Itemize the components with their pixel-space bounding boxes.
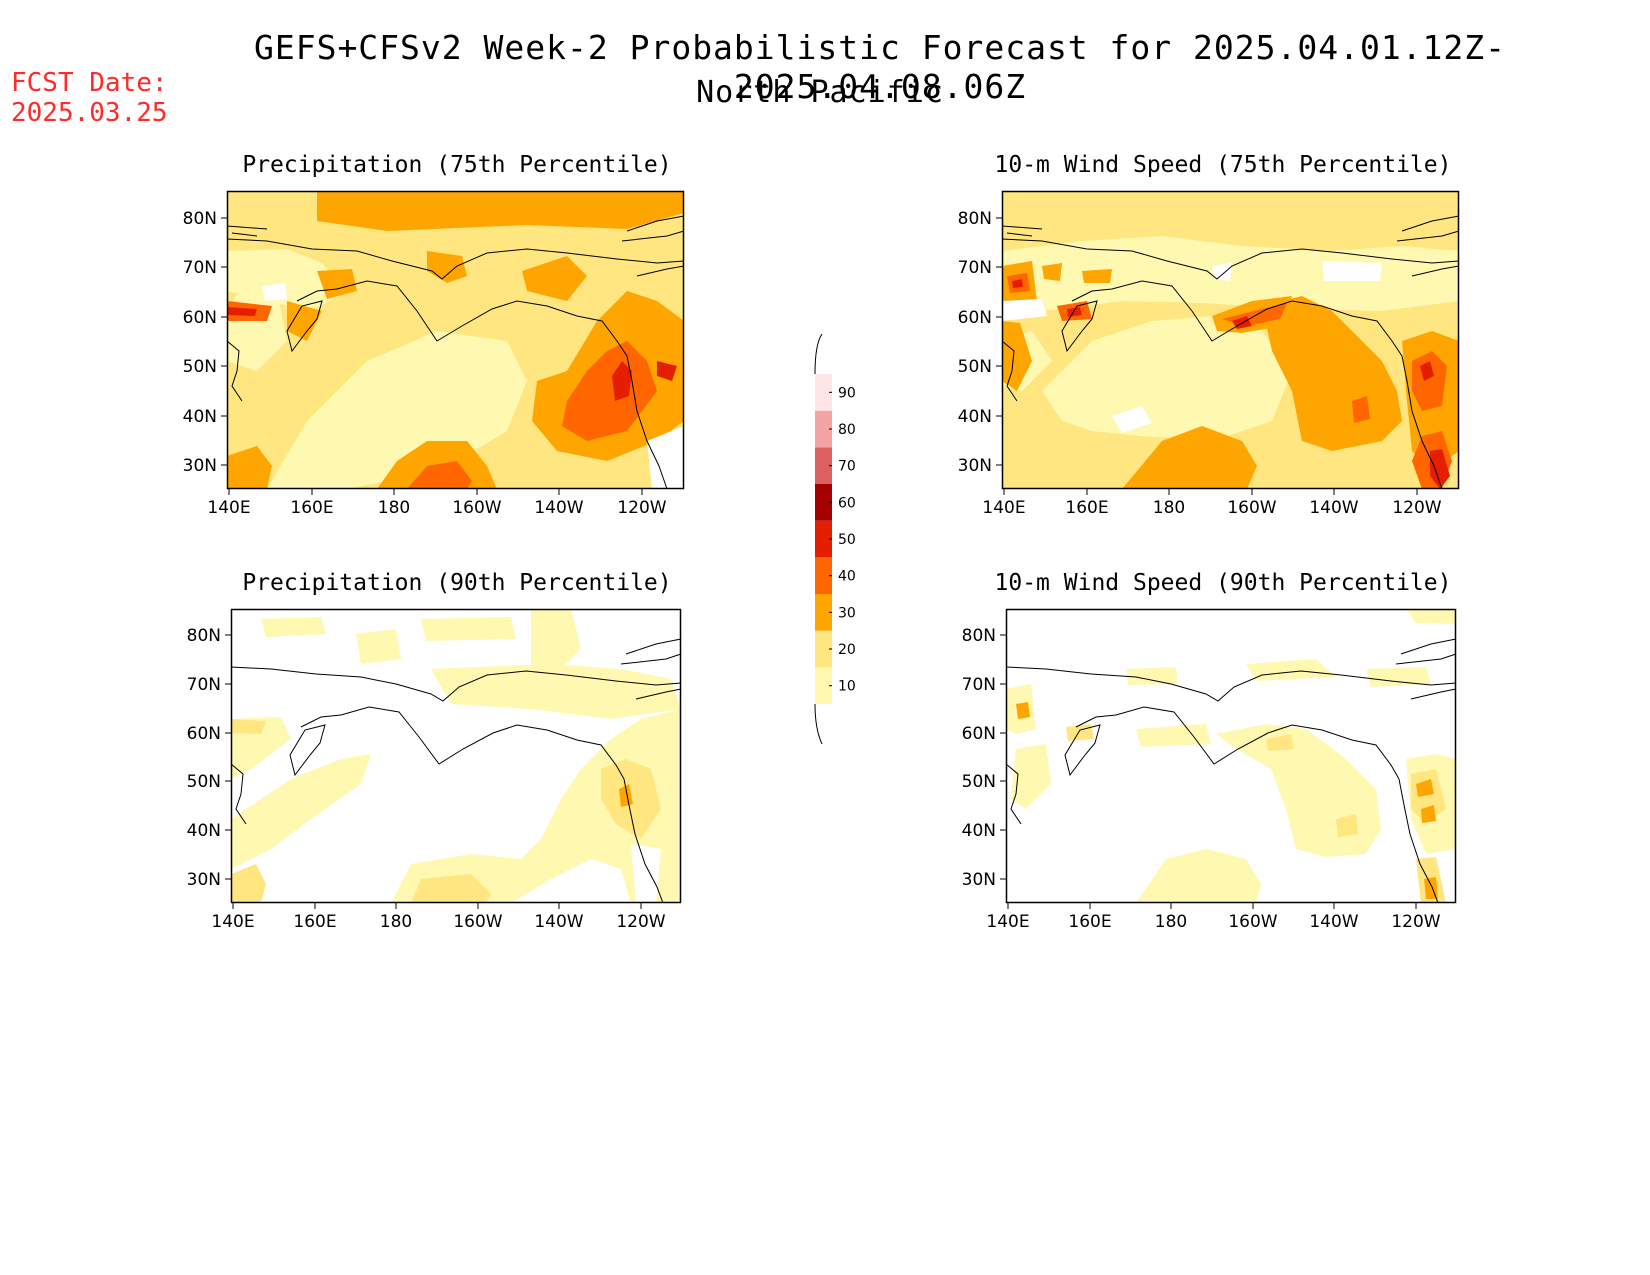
lon-label: 160W bbox=[1228, 912, 1277, 932]
lat-label: 70N bbox=[958, 258, 992, 278]
colorbar-box bbox=[815, 667, 832, 704]
lon-label: 180 bbox=[1153, 498, 1185, 518]
map-frame bbox=[1001, 190, 1460, 490]
region-subtitle: North Pacific bbox=[696, 75, 944, 110]
lat-label: 50N bbox=[958, 357, 992, 377]
colorbar-label: 30 bbox=[838, 605, 856, 621]
colorbar-label: 70 bbox=[838, 459, 856, 475]
fcst-date-value: 2025.03.25 bbox=[11, 98, 168, 128]
lat-label: 50N bbox=[183, 357, 217, 377]
lon-label: 160W bbox=[1227, 498, 1276, 518]
lon-label: 160E bbox=[290, 498, 333, 518]
lon-axis: 140E 160E 180 160W 140W 120W bbox=[207, 489, 667, 518]
lon-label: 140W bbox=[1309, 912, 1358, 932]
colorbar-top-cap bbox=[814, 333, 823, 375]
map-frame bbox=[1005, 608, 1457, 904]
lon-label: 140W bbox=[534, 912, 583, 932]
lon-label: 140W bbox=[1309, 498, 1358, 518]
map-precip90: 80N 70N 60N 50N 40N 30N 140E 160E 180 16… bbox=[187, 608, 682, 932]
lon-label: 120W bbox=[1391, 912, 1440, 932]
lon-label: 160E bbox=[293, 912, 336, 932]
lat-label: 50N bbox=[962, 772, 996, 792]
lat-label: 60N bbox=[183, 308, 217, 328]
lon-label: 140E bbox=[986, 912, 1029, 932]
colorbar-label: 60 bbox=[838, 495, 856, 511]
lat-label: 50N bbox=[187, 772, 221, 792]
lat-label: 40N bbox=[962, 821, 996, 841]
colorbar-label: 80 bbox=[838, 422, 856, 438]
lon-label: 160W bbox=[453, 912, 502, 932]
colorbar-box bbox=[815, 557, 832, 594]
map-wind75: 80N 70N 60N 50N 40N 30N 140E 160E 180 16… bbox=[958, 190, 1460, 518]
lat-label: 30N bbox=[962, 870, 996, 890]
colorbar-box bbox=[815, 410, 832, 448]
fcst-date: FCST Date: 2025.03.25 bbox=[11, 68, 168, 128]
colorbar-label: 40 bbox=[838, 569, 856, 585]
colorbar-box bbox=[815, 630, 832, 668]
main-title: GEFS+CFSv2 Week-2 Probabilistic Forecast… bbox=[253, 28, 1507, 106]
fcst-date-label: FCST Date: bbox=[11, 68, 168, 98]
map-wind90: 80N 70N 60N 50N 40N 30N 140E 160E 180 16… bbox=[962, 608, 1457, 932]
colorbar-box bbox=[815, 484, 832, 521]
lat-label: 80N bbox=[183, 209, 217, 229]
lat-label: 80N bbox=[962, 626, 996, 646]
colorbar-box bbox=[815, 374, 832, 411]
lat-label: 70N bbox=[187, 675, 221, 695]
lat-axis: 80N 70N 60N 50N 40N 30N bbox=[187, 626, 231, 890]
map-frame bbox=[226, 190, 685, 490]
colorbar-label: 20 bbox=[838, 642, 856, 658]
lon-label: 180 bbox=[1155, 912, 1187, 932]
lat-label: 40N bbox=[183, 407, 217, 427]
lat-label: 80N bbox=[958, 209, 992, 229]
lon-label: 140E bbox=[982, 498, 1025, 518]
lat-label: 30N bbox=[958, 456, 992, 476]
colorbar-box bbox=[815, 594, 832, 631]
panel-title-wind75: 10-m Wind Speed (75th Percentile) bbox=[994, 152, 1452, 178]
lon-axis: 140E 160E 180 160W 140W 120W bbox=[986, 903, 1441, 932]
lat-axis: 80N 70N 60N 50N 40N 30N bbox=[183, 209, 227, 476]
lon-label: 160E bbox=[1065, 498, 1108, 518]
map-precip75: 80N 70N 60N 50N 40N 30N 140E 160E 180 16… bbox=[183, 190, 685, 518]
colorbar-bottom-cap bbox=[814, 703, 823, 745]
panel-title-wind90: 10-m Wind Speed (90th Percentile) bbox=[994, 570, 1452, 596]
colorbar-label: 90 bbox=[838, 385, 856, 401]
lat-axis: 80N 70N 60N 50N 40N 30N bbox=[962, 626, 1006, 890]
colorbar-box bbox=[815, 520, 832, 558]
colorbar-boxes bbox=[815, 374, 832, 704]
lat-label: 60N bbox=[962, 724, 996, 744]
lon-label: 160W bbox=[452, 498, 501, 518]
lat-label: 30N bbox=[187, 870, 221, 890]
lon-label: 180 bbox=[380, 912, 412, 932]
lon-label: 180 bbox=[378, 498, 410, 518]
map-frame bbox=[230, 608, 682, 904]
lat-label: 30N bbox=[183, 456, 217, 476]
lon-label: 140E bbox=[211, 912, 254, 932]
lat-label: 70N bbox=[962, 675, 996, 695]
colorbar: 90 80 70 60 50 40 30 20 10 bbox=[814, 333, 856, 745]
colorbar-label: 10 bbox=[838, 679, 856, 695]
lon-label: 120W bbox=[1392, 498, 1441, 518]
lat-label: 40N bbox=[958, 407, 992, 427]
lon-label: 120W bbox=[617, 498, 666, 518]
lon-label: 120W bbox=[616, 912, 665, 932]
lon-label: 160E bbox=[1068, 912, 1111, 932]
lat-axis: 80N 70N 60N 50N 40N 30N bbox=[958, 209, 1002, 476]
lon-axis: 140E 160E 180 160W 140W 120W bbox=[211, 903, 666, 932]
lat-label: 80N bbox=[187, 626, 221, 646]
colorbar-label: 50 bbox=[838, 532, 856, 548]
lon-label: 140W bbox=[534, 498, 583, 518]
lon-axis: 140E 160E 180 160W 140W 120W bbox=[982, 489, 1442, 518]
lon-label: 140E bbox=[207, 498, 250, 518]
colorbar-box bbox=[815, 447, 832, 484]
panel-title-precip75: Precipitation (75th Percentile) bbox=[242, 152, 672, 178]
lat-label: 60N bbox=[958, 308, 992, 328]
lat-label: 70N bbox=[183, 258, 217, 278]
panel-title-precip90: Precipitation (90th Percentile) bbox=[242, 570, 672, 596]
lat-label: 60N bbox=[187, 724, 221, 744]
lat-label: 40N bbox=[187, 821, 221, 841]
colorbar-labels: 90 80 70 60 50 40 30 20 10 bbox=[829, 385, 856, 695]
